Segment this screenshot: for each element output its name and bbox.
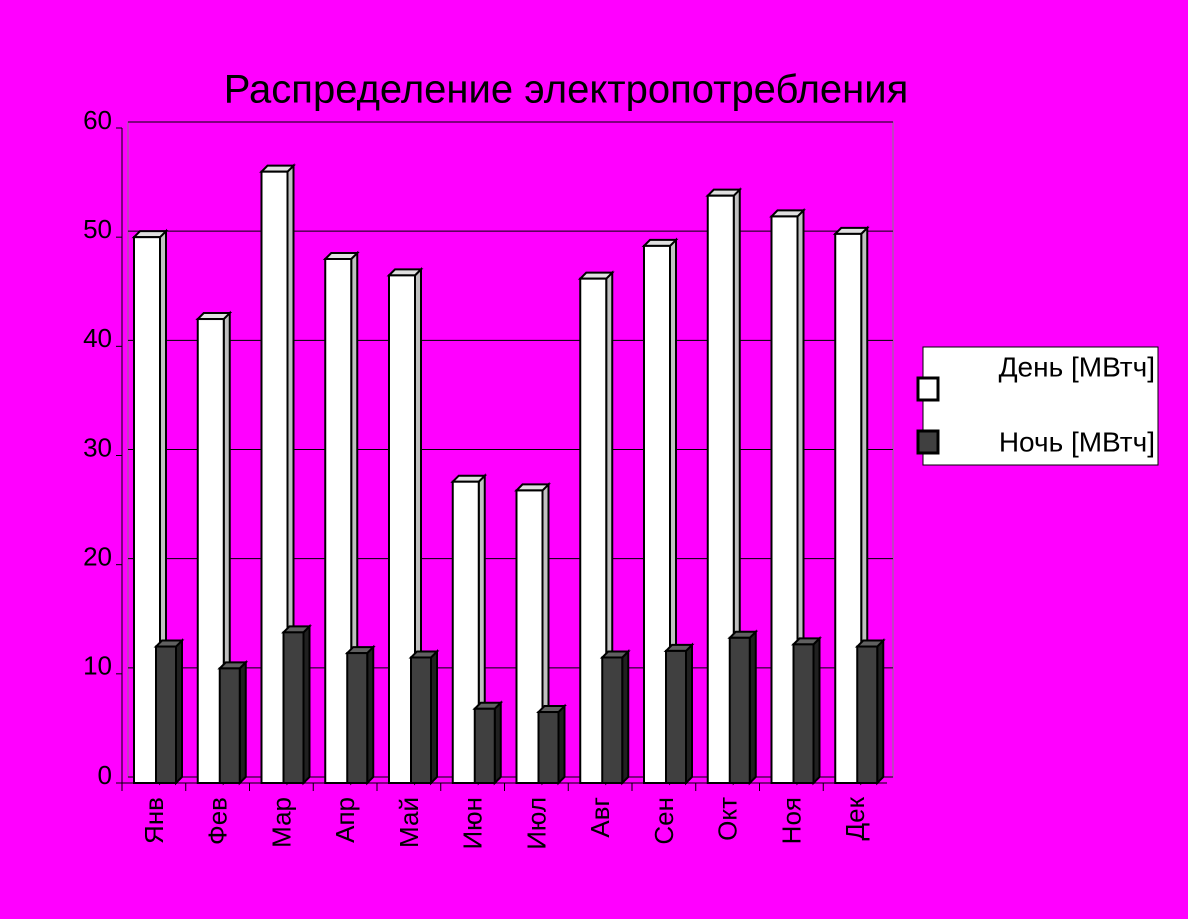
legend-label: День [МВтч]: [999, 351, 1155, 382]
y-tick-label: 40: [83, 323, 112, 353]
bar: [601, 656, 624, 784]
y-tick-label: 60: [83, 105, 112, 135]
y-tick-label: 10: [83, 651, 112, 681]
legend-swatch: [916, 376, 940, 402]
x-tick-label: Июл: [521, 797, 551, 850]
bar: [155, 645, 177, 785]
x-tick-label: Авг: [585, 797, 615, 838]
x-tick-label: Ноя: [776, 797, 806, 844]
y-tick-label: 50: [83, 214, 112, 244]
x-tick-label: Май: [394, 797, 424, 848]
legend: День [МВтч] Ночь [МВтч]: [916, 346, 1159, 466]
x-tick-label: Окт: [713, 797, 743, 841]
legend-box: [922, 346, 1159, 466]
bar: [410, 656, 432, 784]
bar: [218, 667, 241, 784]
y-tick-label: 0: [98, 760, 112, 790]
x-tick-label: Апр: [330, 797, 360, 843]
x-tick-label: Дек: [840, 796, 870, 840]
bar: [728, 636, 751, 785]
bar: [665, 649, 687, 784]
x-tick-label: Сен: [649, 797, 679, 845]
y-tick-label: 30: [83, 432, 112, 462]
x-tick-label: Июн: [458, 797, 488, 850]
legend-swatch: [916, 429, 940, 455]
x-tick-label: Фев: [203, 797, 233, 845]
bar: [473, 707, 496, 784]
x-tick-label: Янв: [139, 797, 169, 844]
y-tick-label: 20: [83, 542, 112, 572]
bar: [346, 652, 369, 785]
bar: [537, 711, 560, 785]
bar: [282, 631, 305, 784]
x-tick-label: Мар: [266, 797, 296, 848]
chart-title: Распределение электропотребления: [224, 68, 909, 112]
bar: [856, 645, 879, 785]
legend-label: Ночь [МВтч]: [999, 426, 1155, 457]
bar: [792, 643, 815, 784]
